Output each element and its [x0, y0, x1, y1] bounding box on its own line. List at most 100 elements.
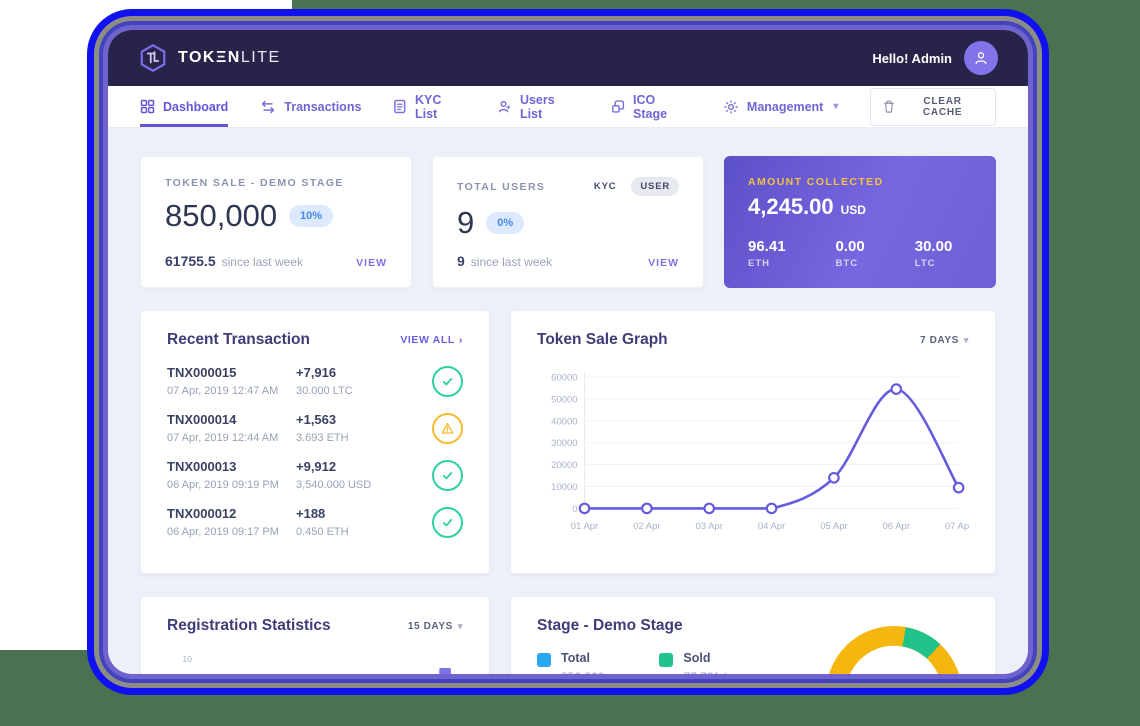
- transaction-row[interactable]: TNX000012 06 Apr, 2019 09:17 PM +188 0.4…: [167, 506, 463, 538]
- tab-users-list[interactable]: Users List: [497, 86, 578, 127]
- range-dropdown-7days[interactable]: 7 DAYS ▾: [920, 335, 969, 346]
- main-content: TOKEN SALE - DEMO STAGE 850,000 10% 6175…: [108, 128, 1028, 674]
- tab-label: Users List: [519, 92, 555, 121]
- total-users-delta: 9: [457, 253, 465, 269]
- transaction-row[interactable]: TNX000015 07 Apr, 2019 12:47 AM +7,916 3…: [167, 365, 463, 397]
- status-warning-icon: [432, 412, 463, 444]
- total-users-view-link[interactable]: VIEW: [648, 257, 679, 269]
- brand-name: TOKΞNLITE: [178, 49, 281, 66]
- range-dropdown-15days[interactable]: 15 DAYS ▾: [408, 621, 463, 632]
- token-sale-value: 850,000: [165, 198, 278, 233]
- user-avatar[interactable]: [964, 41, 998, 75]
- svg-text:02 Apr: 02 Apr: [633, 521, 660, 532]
- tab-kyc-list[interactable]: KYC List: [393, 86, 465, 127]
- tab-dashboard[interactable]: Dashboard: [140, 86, 229, 127]
- total-swatch: [537, 653, 551, 667]
- token-sale-card: TOKEN SALE - DEMO STAGE 850,000 10% 6175…: [140, 156, 412, 288]
- svg-text:06 Apr: 06 Apr: [883, 521, 910, 532]
- tab-label: Transactions: [284, 99, 362, 114]
- tab-label: Dashboard: [163, 99, 229, 114]
- token-sale-delta: 61755.5: [165, 253, 216, 269]
- amount-eth: 96.41 ETH: [748, 238, 786, 269]
- eth-value: 96.41: [748, 238, 786, 255]
- tx-currency: 30.000 LTC: [296, 385, 353, 397]
- amount-collected-currency: USD: [840, 203, 866, 217]
- svg-text:07 Apr: 07 Apr: [945, 521, 969, 532]
- svg-text:10000: 10000: [551, 482, 577, 493]
- tab-transactions[interactable]: Transactions: [260, 86, 361, 127]
- toggle-kyc[interactable]: KYC: [593, 181, 617, 192]
- user-icon: [499, 100, 511, 113]
- chevron-down-icon: ▾: [457, 620, 463, 631]
- transaction-row[interactable]: TNX000013 06 Apr, 2019 09:19 PM +9,912 3…: [167, 459, 463, 491]
- top-navbar: TOKΞNLITE Hello! Admin: [108, 30, 1028, 86]
- toggle-user[interactable]: USER: [631, 177, 679, 196]
- grid-icon: [140, 99, 155, 114]
- gear-icon: [724, 99, 738, 114]
- recent-transactions-card: Recent Transaction VIEW ALL › TNX000015 …: [140, 310, 490, 574]
- chevron-down-icon: ▾: [833, 101, 839, 112]
- person-icon: [975, 52, 987, 64]
- tx-date: 07 Apr, 2019 12:47 AM: [167, 385, 279, 397]
- tx-date: 06 Apr, 2019 09:19 PM: [167, 479, 279, 491]
- tx-id: TNX000014: [167, 412, 237, 427]
- brand-logo[interactable]: TOKΞNLITE: [138, 43, 281, 73]
- svg-text:40000: 40000: [551, 416, 577, 427]
- sold-value: 77,721 *: [683, 670, 728, 674]
- tx-date: 07 Apr, 2019 12:44 AM: [167, 432, 279, 444]
- trash-icon: [884, 100, 895, 113]
- app-window: TOKΞNLITE Hello! Admin: [108, 30, 1028, 674]
- token-sale-graph-card: Token Sale Graph 7 DAYS ▾ 0 10000 20000 300…: [510, 310, 996, 574]
- tx-amount: +7,916: [296, 365, 337, 380]
- total-users-badge: 0%: [486, 212, 525, 234]
- tab-label: Management: [746, 99, 824, 114]
- status-check-icon: [432, 506, 463, 538]
- tx-currency: 0.450 ETH: [296, 526, 349, 538]
- transaction-row[interactable]: TNX000014 07 Apr, 2019 12:44 AM +1,563 3…: [167, 412, 463, 444]
- tx-currency: 3.693 ETH: [296, 432, 349, 444]
- total-value: 850,000: [561, 670, 604, 674]
- tab-ico-stage[interactable]: ICO Stage: [611, 86, 691, 127]
- svg-text:50000: 50000: [551, 394, 577, 405]
- btc-label: BTC: [835, 258, 859, 269]
- amount-collected-title: AMOUNT COLLECTED: [748, 176, 884, 188]
- swap-arrows-icon: [262, 100, 275, 113]
- view-all-link[interactable]: VIEW ALL ›: [400, 334, 463, 346]
- token-sale-graph-title: Token Sale Graph: [537, 331, 668, 348]
- svg-text:60000: 60000: [551, 373, 577, 384]
- svg-text:10: 10: [182, 654, 192, 664]
- total-users-value: 9: [457, 205, 475, 240]
- list-file-icon: [394, 99, 406, 114]
- tab-management[interactable]: Management ▾: [723, 86, 838, 127]
- svg-text:04 Apr: 04 Apr: [758, 521, 785, 532]
- view-all-label: VIEW ALL: [400, 334, 455, 346]
- tab-label: KYC List: [414, 92, 442, 121]
- status-check-icon: [432, 459, 463, 491]
- amount-btc: 0.00 BTC: [836, 238, 865, 269]
- tx-id: TNX000013: [167, 459, 237, 474]
- sold-label: Sold: [683, 651, 711, 665]
- svg-text:30000: 30000: [551, 438, 577, 449]
- stage-demo-stage-card: Stage - Demo Stage Total 850,000: [510, 596, 996, 674]
- registration-bar-chart: 1086420: [182, 654, 451, 674]
- ltc-label: LTC: [914, 258, 936, 269]
- svg-text:03 Apr: 03 Apr: [695, 521, 722, 532]
- tx-currency: 3,540.000 USD: [296, 479, 372, 491]
- tab-label: ICO Stage: [633, 92, 668, 121]
- legend-total: Total 850,000: [537, 651, 604, 674]
- stage-demo-stage-title: Stage - Demo Stage: [537, 617, 683, 634]
- svg-text:20000: 20000: [551, 460, 577, 471]
- chevron-down-icon: ▾: [963, 334, 969, 345]
- tx-id: TNX000012: [167, 506, 237, 521]
- stage-donut-chart: [819, 619, 969, 674]
- token-sale-view-link[interactable]: VIEW: [356, 257, 387, 269]
- kyc-user-toggle: KYC USER: [585, 177, 679, 196]
- greeting-text: Hello! Admin: [872, 50, 952, 66]
- clear-cache-button[interactable]: CLEAR CACHE: [870, 87, 996, 126]
- svg-text:8: 8: [187, 672, 192, 674]
- total-users-delta-note: since last week: [470, 255, 553, 269]
- total-users-title: TOTAL USERS: [457, 180, 546, 193]
- sold-swatch: [659, 653, 674, 667]
- token-sale-title: TOKEN SALE - DEMO STAGE: [165, 177, 344, 189]
